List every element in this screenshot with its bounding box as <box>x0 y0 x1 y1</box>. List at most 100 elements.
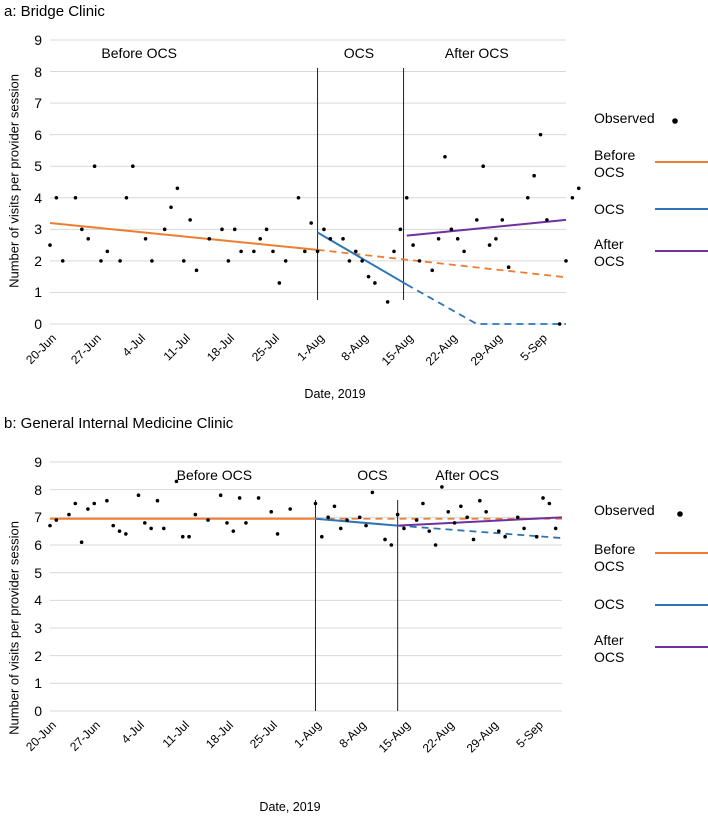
panel-b-y-tick-label: 7 <box>34 509 42 526</box>
panel-a-series-1-fit-line <box>317 231 408 286</box>
panel-b-observed-point <box>269 510 274 514</box>
panel-a-observed-point <box>398 227 403 232</box>
panel-a-observed-point <box>54 195 59 200</box>
panel-b-observed-point <box>67 512 71 517</box>
panel-a-observed-point <box>150 259 154 263</box>
panel-b-observed-point <box>193 512 198 517</box>
panel-b-observed-point <box>534 534 539 539</box>
panel-b-series-2-fit-line <box>397 516 563 527</box>
panel-a-y-tick-label: 4 <box>34 189 42 206</box>
panel-a-observed-point <box>360 259 364 263</box>
panel-a-observed-point <box>500 218 505 222</box>
panel-a-observed-point <box>73 195 78 200</box>
panel-b-observed-point <box>218 493 223 498</box>
panel-b-observed-point <box>231 529 236 533</box>
panel-a-phase-label: Before OCS <box>101 45 177 61</box>
panel-b-observed-point <box>225 521 229 525</box>
panel-b-observed-point <box>547 501 552 506</box>
panel-a-observed-point <box>296 195 301 200</box>
panel-b-y-tick-label: 8 <box>34 481 42 498</box>
panel-a-y-tick-label: 7 <box>34 95 42 112</box>
panel-b-observed-point <box>256 496 261 500</box>
panel-b-observed-point <box>459 504 463 509</box>
panel-b-phase-label: OCS <box>357 467 388 483</box>
panel-a-observed-point <box>430 268 435 273</box>
panel-a-series-0-projection-line <box>317 248 567 279</box>
panel-b-observed-point <box>105 498 109 503</box>
panel-a-observed-point <box>576 186 581 191</box>
panel-a-observed-point <box>392 249 396 254</box>
panel-a-observed-point <box>315 249 320 254</box>
panel-a-observed-point <box>443 154 447 159</box>
panel-a-observed-point <box>105 249 110 254</box>
panel-b-observed-point <box>92 501 97 506</box>
panel-b-observed-point <box>149 526 153 531</box>
panel-b-x-axis-label: Date, 2019 <box>259 800 321 814</box>
panel-a-observed-point <box>181 259 186 263</box>
panel-a-observed-point <box>436 237 441 241</box>
panel-b-observed-point <box>522 526 526 531</box>
panel-a-observed-point <box>169 205 173 210</box>
panel-a-legend-observed-marker <box>672 118 678 124</box>
panel-a-observed-point <box>417 259 422 263</box>
panel-b-observed-point <box>288 507 292 511</box>
panel-b-observed-point <box>161 526 166 531</box>
panel-b-observed-point <box>465 515 469 520</box>
panel-a-observed-point <box>252 249 256 254</box>
panel-a-observed-point <box>322 227 326 232</box>
panel-a-series-1-projection-line <box>406 283 566 325</box>
panel-b-observed-point <box>117 529 122 533</box>
panel-b-observed-point <box>180 534 185 539</box>
panel-a-observed-point <box>277 281 282 285</box>
panel-b-observed-point <box>427 529 432 533</box>
panel-b-observed-point <box>143 521 147 525</box>
panel-a-observed-point <box>239 249 243 254</box>
panel-b-y-tick-label: 3 <box>34 620 42 636</box>
panel-b-phase-label: After OCS <box>435 467 500 483</box>
panel-a-observed-point <box>506 265 511 270</box>
panel-a-observed-point <box>373 281 377 285</box>
panel-b-observed-point <box>326 515 330 520</box>
panel-b-observed-point <box>452 521 457 525</box>
panel-b-observed-point <box>237 496 242 500</box>
panel-a-observed-point <box>328 237 333 241</box>
panel-b-observed-point <box>364 523 368 528</box>
panel-b-observed-point <box>402 526 406 531</box>
panel-a-observed-point <box>303 249 307 254</box>
panel-b-observed-point <box>136 493 141 498</box>
panel-a-observed-point <box>347 259 352 263</box>
panel-b-observed-point <box>155 498 160 503</box>
panel-b-observed-point <box>389 543 394 547</box>
panel-a-phase-label: After OCS <box>444 45 509 61</box>
panel-a-observed-point <box>60 259 65 263</box>
panel-a-legend-observed: Observed <box>594 110 655 126</box>
panel-a-observed-point <box>538 132 543 137</box>
panel-b-observed-point <box>541 496 545 500</box>
panel-b-y-tick-label: 5 <box>34 564 42 581</box>
panel-a-observed-point <box>226 259 231 263</box>
panel-a-observed-point <box>487 243 492 247</box>
panel-b-y-tick-label: 1 <box>34 675 42 692</box>
panel-b-series-1-projection-line <box>397 524 563 539</box>
panel-a-observed-point <box>564 259 568 263</box>
panel-b-y-tick-label: 0 <box>34 703 42 719</box>
panel-a-observed-point <box>309 221 313 225</box>
panel-a-observed-point <box>194 268 199 273</box>
panel-b-series-1-fit-line <box>315 517 398 527</box>
panel-a-series-2-fit-line <box>406 218 567 237</box>
panel-a-observed-point <box>341 237 345 241</box>
panel-b-legend-ocs: OCS <box>594 596 625 612</box>
panel-b-y-tick-label: 2 <box>34 647 42 664</box>
panel-b-observed-point <box>553 526 558 531</box>
panel-b-observed-point <box>433 543 438 547</box>
panel-a-observed-point <box>92 164 97 169</box>
panel-b-observed-point <box>446 510 451 514</box>
panel-b-observed-point <box>111 523 116 528</box>
panel-b-observed-point <box>313 501 318 506</box>
panel-b-observed-point <box>478 498 482 503</box>
panel-a-observed-point <box>475 218 479 222</box>
panel-a-phase-label: OCS <box>343 45 375 61</box>
panel-a-y-tick-label: 3 <box>34 221 42 238</box>
panel-b-observed-point <box>48 523 52 528</box>
panel-a-observed-point <box>188 218 192 222</box>
